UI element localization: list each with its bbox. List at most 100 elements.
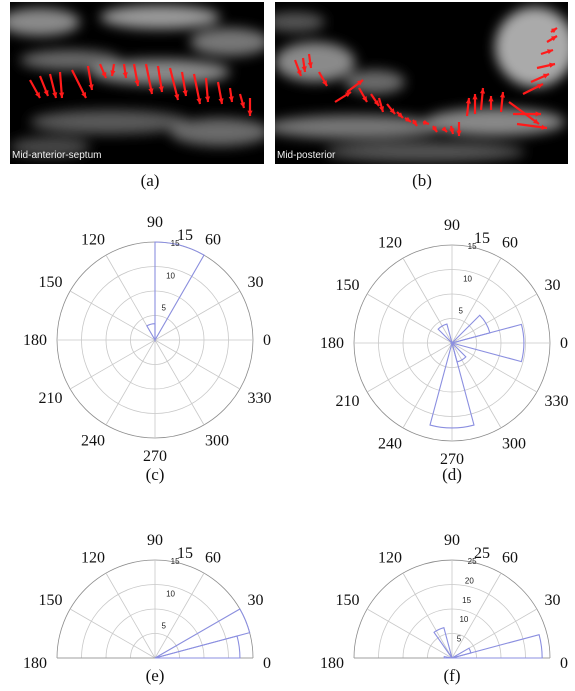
histogram-bin (451, 647, 472, 659)
radial-tick-label: 20 (465, 576, 474, 585)
motion-arrow (307, 53, 313, 69)
motion-arrow (238, 93, 246, 109)
angle-label: 150 (336, 592, 360, 609)
motion-arrow (110, 63, 116, 77)
angular-gridline (154, 290, 241, 341)
angle-label: 210 (39, 390, 63, 407)
angle-label: 330 (544, 393, 568, 410)
angular-gridline (105, 572, 156, 659)
overlay-label-a: Mid-anterior-septum (12, 150, 102, 161)
angle-label: 30 (247, 274, 263, 291)
caption-f: (f) (443, 666, 461, 685)
radial-tick-label: 5 (457, 635, 462, 644)
caption-d: (d) (442, 465, 462, 484)
motion-arrow (396, 111, 404, 119)
angular-gridline (69, 290, 156, 341)
angle-label: 240 (81, 432, 105, 449)
motion-arrow (180, 71, 188, 97)
histogram-bin (154, 241, 205, 343)
motion-arrow (48, 73, 58, 99)
motion-arrow (358, 87, 368, 103)
angle-label: 240 (378, 435, 402, 452)
angle-label: 30 (544, 592, 560, 609)
motion-arrow (513, 111, 541, 117)
radial-tick-label: 5 (162, 622, 167, 631)
motion-arrow (404, 116, 412, 123)
angle-label: 120 (81, 550, 105, 567)
radial-tick-label: 10 (166, 271, 175, 280)
motion-arrow (334, 91, 352, 103)
motion-arrow (318, 71, 328, 87)
angular-gridline (451, 342, 502, 429)
motion-arrow (58, 71, 65, 99)
angle-label: 60 (205, 232, 221, 249)
motion-arrow (168, 67, 180, 101)
motion-arrow (488, 96, 494, 110)
motion-arrow (29, 79, 41, 99)
motion-arrow (540, 48, 554, 56)
angle-label: 180 (320, 335, 344, 352)
radial-tick-label: 15 (462, 596, 471, 605)
angle-label: 0 (263, 332, 271, 349)
motion-arrow (550, 27, 558, 34)
angular-gridline (154, 339, 205, 426)
angle-label: 300 (205, 432, 229, 449)
angle-label: 30 (247, 592, 263, 609)
angle-label: 180 (23, 655, 47, 672)
motion-arrow (156, 65, 164, 93)
motion-arrow (516, 122, 548, 130)
histogram-bin (451, 633, 543, 659)
angular-gridline (402, 342, 453, 429)
angle-label: 0 (560, 335, 568, 352)
angular-gridline (451, 342, 538, 393)
angle-label: 30 (544, 277, 560, 294)
angular-gridline (451, 293, 538, 344)
radial-tick-label: 25 (468, 557, 477, 566)
motion-arrow (98, 63, 108, 79)
angle-label: 270 (440, 451, 464, 468)
histogram-bin (154, 608, 251, 659)
angle-label: 120 (378, 235, 402, 252)
angular-gridline (69, 608, 156, 659)
histogram-bin (443, 656, 453, 659)
histogram-bin (449, 323, 525, 363)
histogram-bin (146, 323, 156, 343)
angular-gridline (69, 339, 156, 390)
motion-arrow (377, 97, 385, 113)
motion-arrow (530, 72, 550, 84)
radial-max-label: 15 (177, 545, 193, 562)
histogram-bin (433, 627, 453, 659)
histogram-bin (437, 323, 454, 345)
motion-arrow (522, 83, 544, 95)
motion-arrow (71, 69, 87, 99)
angle-label: 300 (502, 435, 526, 452)
radial-tick-label: 15 (171, 557, 180, 566)
mid-anterior-septum-frame (10, 5, 264, 157)
caption-c: (c) (145, 465, 165, 484)
caption-b: (b) (412, 171, 432, 190)
panel-b-image: Mid-posterior (275, 2, 568, 164)
motion-arrow (499, 91, 506, 113)
panel-a-image: Mid-anterior-septum (10, 2, 264, 164)
caption-a: (a) (140, 171, 160, 190)
angle-label: 90 (444, 532, 460, 549)
motion-arrow (132, 63, 140, 87)
histogram-bin (450, 314, 491, 345)
radial-max-label: 15 (177, 227, 193, 244)
angle-label: 60 (205, 550, 221, 567)
motion-arrow (293, 59, 303, 77)
angle-label: 90 (147, 214, 163, 231)
angle-label: 60 (502, 550, 518, 567)
angular-gridline (366, 293, 453, 344)
mid-posterior-frame (275, 7, 568, 162)
motion-arrow (370, 93, 380, 107)
motion-arrow (386, 103, 396, 115)
radial-tick-label: 5 (459, 307, 464, 316)
motion-arrow (38, 75, 50, 97)
motion-arrow (192, 73, 202, 105)
angle-label: 150 (39, 274, 63, 291)
